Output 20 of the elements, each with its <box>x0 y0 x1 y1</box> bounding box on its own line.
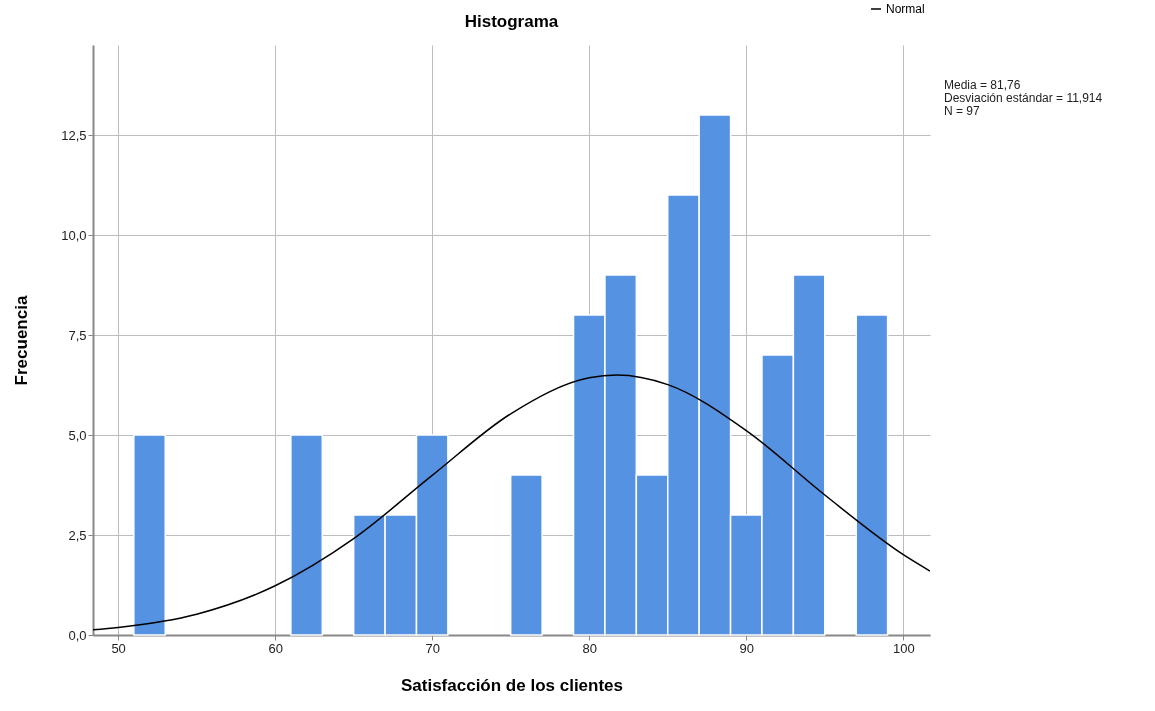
text: Media = 81,76 <box>944 78 1021 92</box>
x-tick-label: 70 <box>425 640 440 656</box>
x-tick-label: 90 <box>739 640 754 656</box>
x-tick-label: 80 <box>582 640 597 656</box>
x-tick-label: 100 <box>892 640 915 656</box>
y-tick-label: 5,0 <box>68 427 87 443</box>
y-tick-label: 2,5 <box>68 527 87 543</box>
y-axis-title: Frecuencia <box>12 295 32 386</box>
y-tick-label: 0,0 <box>68 627 87 643</box>
legend-label: Normal <box>886 2 925 16</box>
y-tick-label: 12,5 <box>61 127 87 143</box>
text: N = 97 <box>944 104 981 118</box>
y-tick-label: 7,5 <box>68 327 87 343</box>
x-tick-label: 60 <box>268 640 283 656</box>
y-tick-label: 10,0 <box>61 227 87 243</box>
text: Desviación estándar = 11,914 <box>944 91 1103 105</box>
chart-title: Histograma <box>464 12 559 31</box>
line-series <box>93 374 930 631</box>
x-tick-label: 50 <box>111 640 126 656</box>
x-axis-title: Satisfacción de los clientes <box>400 675 624 695</box>
